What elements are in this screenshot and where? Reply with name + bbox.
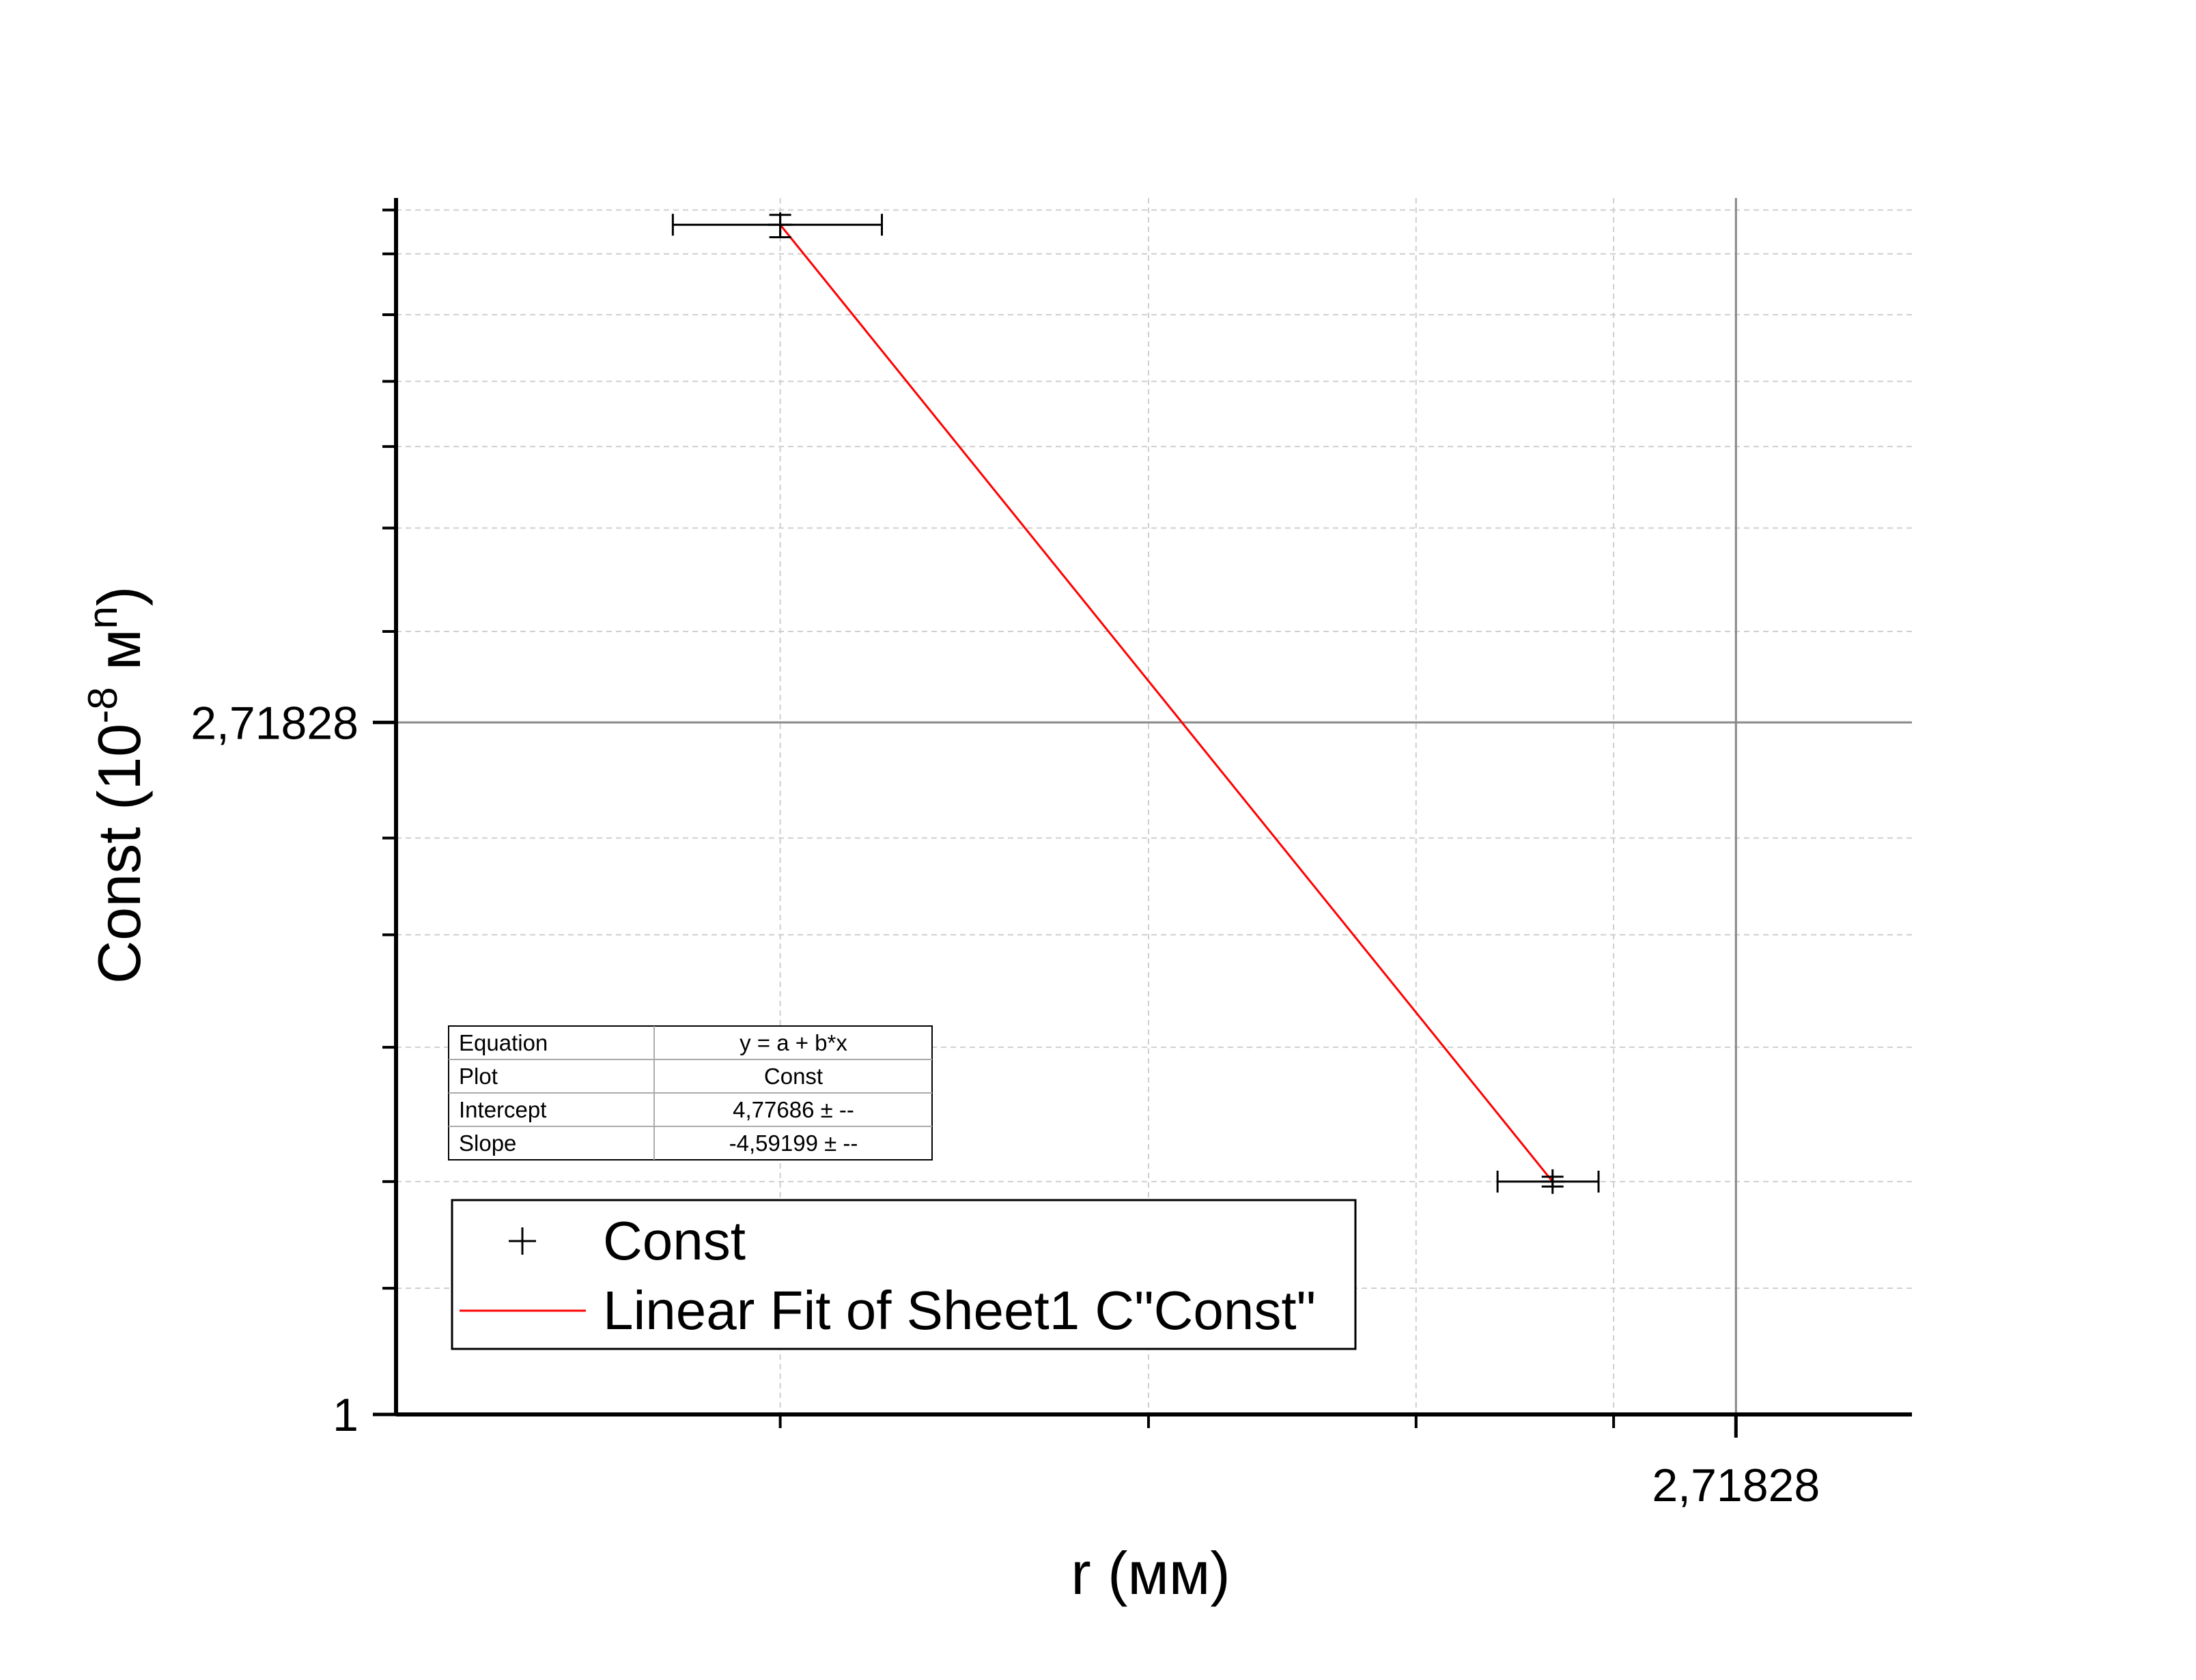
legend-label-linear-fit: Linear Fit of Sheet1 C"Const" xyxy=(603,1280,1316,1341)
legend: Const Linear Fit of Sheet1 C"Const" xyxy=(451,1199,1357,1350)
fit-table-key-equation: Equation xyxy=(459,1030,548,1055)
fit-table-key-slope: Slope xyxy=(459,1130,516,1156)
data-point xyxy=(671,212,884,239)
y-tick-label: 2,71828 xyxy=(191,697,358,749)
reference-lines xyxy=(396,198,1912,1414)
y-axis-title: Const (10-8 мn) xyxy=(80,586,153,984)
fit-table-value-plot: Const xyxy=(764,1064,823,1089)
fit-table-key-plot: Plot xyxy=(459,1064,498,1089)
x-tick-label: 2,71828 xyxy=(1652,1460,1820,1511)
grid-lines xyxy=(396,198,1912,1414)
legend-marker-const xyxy=(509,1227,536,1255)
x-axis-title: r (мм) xyxy=(1071,1539,1230,1607)
fit-table-value-equation: y = a + b*x xyxy=(740,1030,847,1055)
fit-table: Equation y = a + b*x Plot Const Intercep… xyxy=(448,1025,933,1161)
fit-table-value-intercept: 4,77686 ± -- xyxy=(733,1097,854,1122)
axes: 2,71828 1 2,71828 xyxy=(191,198,1912,1511)
plot-data xyxy=(671,212,1600,1194)
fit-table-key-intercept: Intercept xyxy=(459,1097,546,1122)
fit-table-value-slope: -4,59199 ± -- xyxy=(729,1130,858,1156)
data-point xyxy=(1496,1169,1600,1194)
legend-label-const: Const xyxy=(603,1210,746,1271)
y-tick-label: 1 xyxy=(333,1389,358,1441)
fit-line xyxy=(779,224,1553,1182)
